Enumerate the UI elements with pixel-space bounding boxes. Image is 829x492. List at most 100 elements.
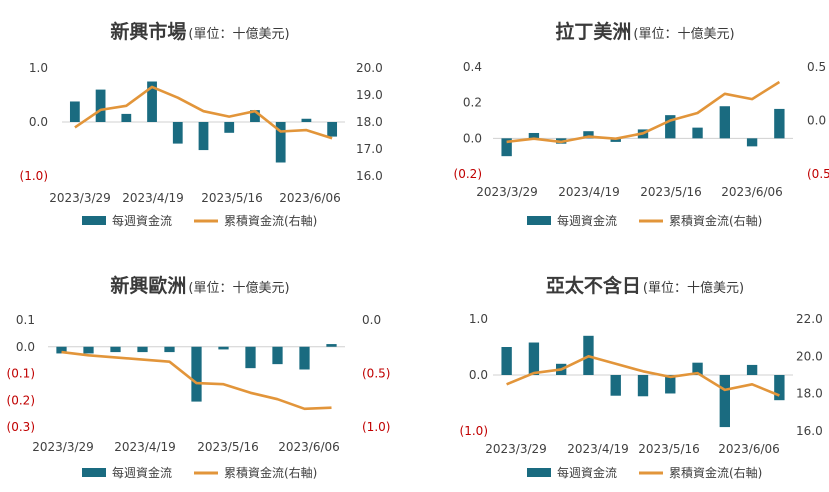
legend: 每週資金流 累積資金流(右軸) (527, 213, 762, 228)
legend-bar-label: 每週資金流 (112, 213, 172, 228)
bar-weekly-flow (69, 101, 80, 122)
left-axis-tick-label: 0.0 (29, 115, 48, 129)
chart-title-unit: (單位：十億美元) (643, 280, 744, 296)
x-axis-tick-label: 2023/4/19 (558, 185, 620, 199)
bar-weekly-flow (326, 344, 337, 347)
left-axis-tick-label: (0.2) (7, 393, 35, 407)
bar-weekly-flow (665, 375, 676, 394)
legend-bar-swatch (527, 216, 551, 225)
x-axis-tick-label: 2023/5/16 (640, 185, 702, 199)
right-axis-tick-label: 16.0 (796, 424, 823, 438)
chart-title: 新興歐洲 (單位：十億美元) (110, 274, 289, 297)
right-axis-tick-label: (1.0) (362, 420, 390, 434)
bar-weekly-flow (110, 346, 121, 353)
x-axis-tick-label: 2023/4/19 (114, 440, 176, 454)
bar-weekly-flow (95, 89, 106, 122)
right-axis-tick-label: 16.0 (356, 169, 383, 183)
chart-title-main: 新興歐洲 (110, 274, 186, 297)
legend-line-label: 累積資金流(右軸) (669, 465, 762, 480)
bar-weekly-flow (528, 132, 540, 139)
legend: 每週資金流 累積資金流(右軸) (82, 213, 317, 228)
bar-weekly-flow (610, 138, 621, 142)
bar-weekly-flow (301, 118, 312, 122)
x-axis-tick-label: 2023/6/06 (721, 185, 783, 199)
bar-weekly-flow (610, 375, 621, 396)
x-axis-tick-label: 2023/4/19 (567, 442, 629, 456)
left-axis-tick-label: (1.0) (460, 424, 488, 438)
legend-bar-label: 每週資金流 (112, 465, 172, 480)
x-axis-tick-label: 2023/4/19 (122, 191, 184, 205)
bar-weekly-flow (272, 346, 283, 365)
bar-weekly-flow (501, 347, 512, 375)
right-axis-tick-label: (0.5) (362, 367, 390, 381)
right-axis-tick-label: 0.0 (362, 313, 381, 327)
chart-panel-3: 新興歐洲 (單位：十億美元) 0.1 0.0 (0.1) (0.2) (0.3) 0.0 (0.… (7, 274, 391, 480)
x-axis-tick-label: 2023/6/06 (718, 442, 780, 456)
bar-weekly-flow (137, 346, 148, 353)
left-axis-tick-label: (0.1) (7, 367, 35, 381)
x-axis-tick-label: 2023/5/16 (197, 440, 259, 454)
bar-weekly-flow (218, 346, 229, 350)
legend-bar-swatch (82, 216, 106, 225)
chart-panel-1: 新興市場 (單位：十億美元) 1.0 0.0 (1.0) 20.0 19.0 18.0 17.0… (20, 20, 383, 228)
bar-weekly-flow (746, 138, 758, 147)
legend: 每週資金流 累積資金流(右軸) (82, 465, 317, 480)
right-axis-tick-label: 18.0 (356, 115, 383, 129)
x-axis-tick-label: 2023/3/29 (32, 440, 94, 454)
chart-title-main: 拉丁美洲 (555, 20, 631, 43)
left-axis-tick-label: (0.2) (454, 167, 482, 181)
legend-line-label: 累積資金流(右軸) (224, 213, 317, 228)
x-axis-tick-label: 2023/3/29 (476, 185, 538, 199)
right-axis-tick-label: 20.0 (356, 61, 383, 75)
bar-weekly-flow (746, 364, 758, 375)
bar-weekly-flow (774, 375, 785, 401)
bar-weekly-flow (528, 342, 540, 375)
left-axis-tick-label: 0.2 (463, 96, 482, 110)
left-axis-tick-label: (1.0) (20, 169, 48, 183)
right-axis-tick-label: (0.5) (807, 167, 829, 181)
bar-weekly-flow (719, 106, 730, 139)
x-axis-tick-label: 2023/3/29 (49, 191, 111, 205)
chart-title-unit: (單位：十億美元) (633, 26, 734, 42)
legend-bar-swatch (527, 468, 551, 477)
legend-line-label: 累積資金流(右軸) (669, 213, 762, 228)
chart-title: 新興市場 (單位：十億美元) (110, 20, 289, 43)
legend-bar-swatch (82, 468, 106, 477)
x-axis-tick-label: 2023/5/16 (201, 191, 263, 205)
bar-weekly-flow (299, 346, 310, 370)
chart-title-unit: (單位：十億美元) (188, 26, 289, 42)
x-axis-tick-label: 2023/3/29 (485, 442, 547, 456)
bar-weekly-flow (692, 127, 703, 139)
left-axis-tick-label: 0.4 (463, 60, 482, 74)
bar-weekly-flow (637, 375, 649, 397)
right-axis-tick-label: 22.0 (796, 312, 823, 326)
legend-bar-label: 每週資金流 (557, 465, 617, 480)
right-axis-tick-label: 0.0 (807, 114, 826, 128)
right-axis-tick-label: 17.0 (356, 142, 383, 156)
line-cumulative-flow (61, 350, 332, 411)
bar-weekly-flow (719, 375, 730, 428)
bar-weekly-flow (121, 113, 132, 122)
bar-weekly-flow (245, 346, 256, 369)
bar-weekly-flow (56, 346, 67, 354)
left-axis-tick-label: 0.1 (16, 313, 35, 327)
x-axis-tick-label: 2023/6/06 (278, 440, 340, 454)
chart-title-unit: (單位：十億美元) (188, 280, 289, 296)
x-axis-tick-label: 2023/6/06 (279, 191, 341, 205)
legend: 每週資金流 累積資金流(右軸) (527, 465, 762, 480)
line-cumulative-flow (506, 354, 780, 397)
right-axis-tick-label: 20.0 (796, 349, 823, 363)
chart-panel-4: 亞太不含日 (單位：十億美元) 1.0 0.0 (1.0) 22.0 20.0 18.0 16.… (460, 274, 823, 480)
chart-title-main: 亞太不含日 (546, 274, 641, 297)
left-axis-tick-label: (0.3) (7, 420, 35, 434)
bar-weekly-flow (172, 122, 183, 144)
x-axis-tick-label: 2023/5/16 (638, 442, 700, 456)
chart-title-main: 新興市場 (110, 20, 186, 43)
bar-weekly-flow (164, 346, 175, 353)
legend-line-label: 累積資金流(右軸) (224, 465, 317, 480)
legend-bar-label: 每週資金流 (557, 213, 617, 228)
chart-title: 亞太不含日 (單位：十億美元) (546, 274, 744, 297)
left-axis-tick-label: 0.0 (463, 131, 482, 145)
line-cumulative-flow (74, 85, 333, 140)
